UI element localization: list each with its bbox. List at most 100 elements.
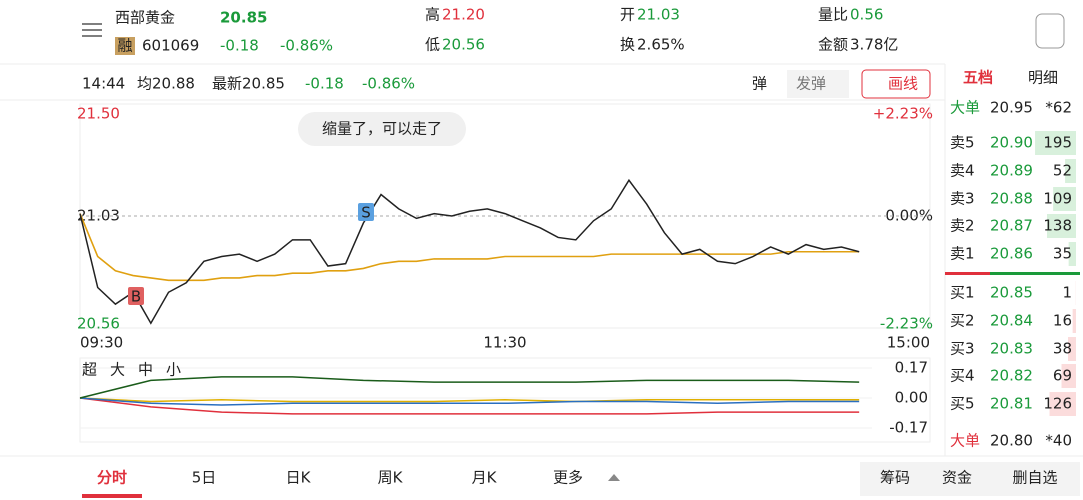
x-tick-label: 11:30 [483,334,526,352]
big-price: 20.95 [990,99,1033,117]
flow-line [79,397,860,415]
legend-entry: 小 [166,361,181,379]
action[interactable]: 筹码 [880,469,910,487]
volume-bar [1072,309,1076,333]
stat-value: 20.56 [442,36,485,54]
big-count: *40 [1045,432,1072,450]
flow-frame [79,357,931,443]
book-separator [990,272,1080,275]
button[interactable]: 画线 [888,75,918,93]
level-label: 卖2 [950,217,975,235]
stat-value: 0.56 [850,6,883,24]
level-label: 卖1 [950,245,975,263]
y-tick-label: -0.17 [889,419,928,437]
level-volume: 126 [1043,395,1072,413]
tab[interactable]: 月K [472,469,498,487]
tab[interactable]: 分时 [97,469,127,487]
active-tab-bar [82,494,142,498]
level-volume: 35 [1053,245,1072,263]
marker-bg [358,203,374,221]
volume-bar [1047,214,1076,238]
stat-value: 21.20 [442,6,485,24]
pct: -0.86% [280,37,333,55]
avg-line [79,213,860,282]
price-line [79,178,860,325]
volume-bar [1068,242,1076,266]
flow-line [79,397,860,406]
tab[interactable]: 更多 [553,469,583,487]
tag-bg [115,37,135,55]
tab[interactable]: 5日 [192,469,217,487]
volume-bar [1049,392,1076,416]
button[interactable]: 弹 [752,75,767,93]
pct: -0.86% [362,75,415,93]
tab[interactable]: 日K [286,469,312,487]
level-price: 20.88 [990,190,1033,208]
big-label: 大单 [950,432,980,450]
level-price: 20.86 [990,245,1033,263]
y-tick-label: 0.00 [895,389,928,407]
x-tick-label: 09:30 [80,334,123,352]
level-price: 20.89 [990,162,1033,180]
volume-bar [1061,364,1076,388]
legend-entry: 大 [110,361,125,379]
more-icon[interactable] [1035,13,1065,49]
action[interactable]: 资金 [942,469,972,487]
flow-line [79,376,860,399]
pct-label: -2.23% [880,315,933,333]
avg: 均20.88 [137,75,195,93]
marker-bg [128,287,144,305]
marker: S [361,204,371,222]
x-tick-label: 15:00 [887,334,930,352]
marker: B [131,288,141,306]
annotation-bubble [298,112,466,146]
level-label: 买4 [950,367,975,385]
y-tick-label: 20.56 [77,315,120,333]
menu-icon[interactable] [82,23,102,37]
action[interactable]: 删自选 [1012,469,1057,487]
latest: 最新20.85 [212,75,285,93]
button[interactable]: 发弹 [796,75,826,93]
annotation: 缩量了，可以走了 [322,120,442,138]
level-volume: 1 [1062,284,1072,302]
button-bg [787,70,849,98]
stat-label: 高 [425,6,440,24]
level-volume: 16 [1053,312,1072,330]
stat-label: 低 [425,36,440,54]
volume-bar [1035,131,1076,155]
y-tick-label: 21.50 [77,105,120,123]
level-price: 20.83 [990,340,1033,358]
big-label: 大单 [950,99,980,117]
legend-entry: 超 [82,361,97,379]
stock-name: 西部黄金 [115,9,175,27]
level-volume: 52 [1053,162,1072,180]
code: 601069 [142,37,199,55]
stat-label: 金额 [818,36,848,54]
level-price: 20.87 [990,217,1033,235]
tab[interactable]: 明细 [1028,69,1058,87]
big-count: *62 [1045,99,1072,117]
level-price: 20.90 [990,134,1033,152]
level-label: 卖5 [950,134,975,152]
stat-value: 21.03 [637,6,680,24]
pct-label: +2.23% [873,105,933,123]
level-label: 卖4 [950,162,975,180]
price: 20.85 [220,9,267,27]
stat-label: 开 [620,6,635,24]
tab[interactable]: 五档 [963,69,993,87]
level-volume: 69 [1053,367,1072,385]
tab[interactable]: 周K [378,469,404,487]
action-bg [860,462,1080,496]
stat-label: 换 [620,36,635,54]
level-price: 20.82 [990,367,1033,385]
level-volume: 38 [1053,340,1072,358]
level-label: 买2 [950,312,975,330]
time: 14:44 [82,75,125,93]
stat-value: 3.78亿 [850,36,898,54]
y-tick-label: 0.17 [895,359,928,377]
level-label: 买3 [950,340,975,358]
level-label: 买5 [950,395,975,413]
level-price: 20.84 [990,312,1033,330]
